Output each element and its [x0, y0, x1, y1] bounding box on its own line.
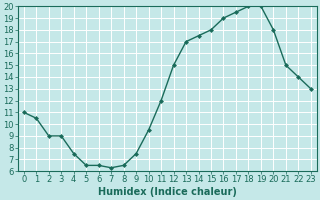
X-axis label: Humidex (Indice chaleur): Humidex (Indice chaleur) — [98, 187, 237, 197]
